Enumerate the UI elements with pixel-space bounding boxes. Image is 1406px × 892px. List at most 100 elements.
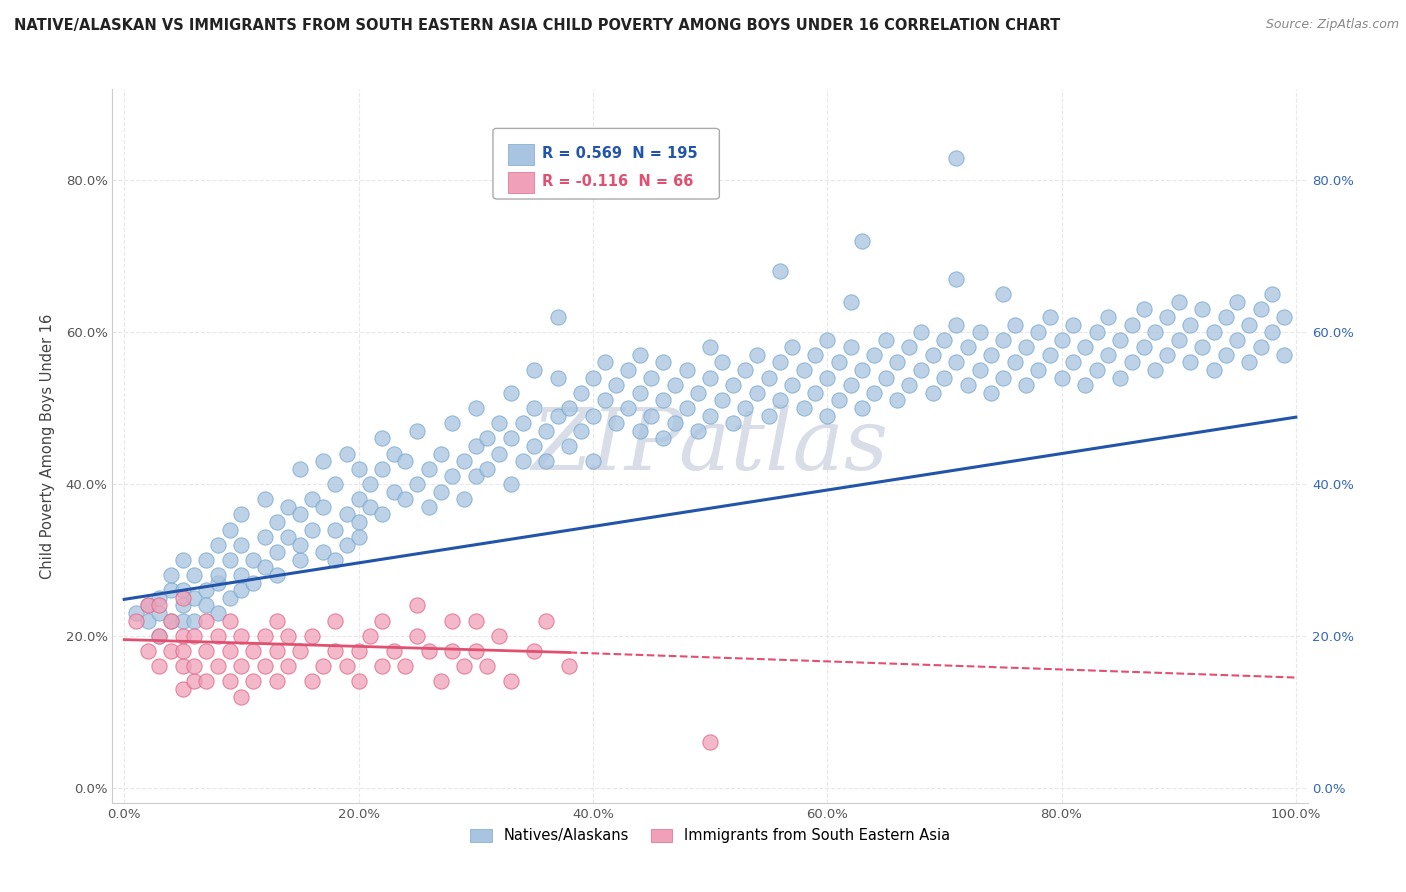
Point	[207, 538, 229, 552]
Point	[828, 355, 851, 369]
Point	[218, 644, 240, 658]
Point	[1074, 378, 1097, 392]
Point	[441, 614, 464, 628]
Point	[1144, 325, 1167, 339]
Point	[288, 553, 311, 567]
Point	[172, 553, 194, 567]
Point	[945, 272, 967, 286]
Point	[464, 439, 486, 453]
Point	[453, 659, 475, 673]
Point	[839, 378, 862, 392]
Point	[769, 355, 792, 369]
Text: R = -0.116  N = 66: R = -0.116 N = 66	[543, 175, 693, 189]
Point	[640, 370, 662, 384]
Point	[488, 416, 510, 430]
Point	[195, 583, 218, 598]
Point	[288, 644, 311, 658]
Point	[1215, 348, 1237, 362]
Point	[534, 454, 557, 468]
Point	[359, 477, 381, 491]
Point	[453, 492, 475, 507]
Point	[253, 629, 276, 643]
Point	[945, 151, 967, 165]
Point	[172, 614, 194, 628]
Point	[312, 500, 335, 514]
Point	[969, 325, 991, 339]
Point	[242, 575, 264, 590]
Point	[815, 409, 838, 423]
Point	[815, 370, 838, 384]
Point	[160, 614, 183, 628]
Point	[1121, 318, 1143, 332]
Point	[839, 340, 862, 354]
Point	[804, 385, 827, 400]
Point	[183, 659, 205, 673]
Point	[136, 644, 159, 658]
Point	[1109, 333, 1132, 347]
Point	[406, 599, 429, 613]
Point	[1226, 333, 1249, 347]
Point	[1004, 355, 1026, 369]
Point	[183, 591, 205, 605]
Point	[710, 355, 733, 369]
Point	[991, 333, 1014, 347]
Point	[1062, 318, 1084, 332]
Point	[605, 378, 627, 392]
Point	[688, 424, 710, 438]
Point	[1050, 333, 1073, 347]
Point	[780, 378, 803, 392]
Point	[1132, 340, 1154, 354]
Point	[582, 370, 605, 384]
Point	[769, 264, 792, 278]
Point	[453, 454, 475, 468]
Point	[886, 355, 908, 369]
Point	[148, 629, 170, 643]
Point	[745, 348, 768, 362]
Point	[547, 310, 569, 324]
Point	[242, 644, 264, 658]
Point	[336, 508, 359, 522]
Point	[336, 659, 359, 673]
Point	[1050, 370, 1073, 384]
Point	[441, 469, 464, 483]
Point	[628, 424, 651, 438]
Point	[1250, 302, 1272, 317]
Point	[160, 644, 183, 658]
Point	[136, 614, 159, 628]
Legend: Natives/Alaskans, Immigrants from South Eastern Asia: Natives/Alaskans, Immigrants from South …	[464, 822, 956, 849]
Point	[207, 659, 229, 673]
Point	[734, 401, 756, 415]
Point	[242, 674, 264, 689]
Point	[734, 363, 756, 377]
Point	[793, 363, 815, 377]
Point	[418, 500, 440, 514]
Point	[488, 629, 510, 643]
Point	[359, 629, 381, 643]
Point	[617, 401, 640, 415]
Point	[207, 629, 229, 643]
Point	[277, 530, 299, 544]
Point	[336, 447, 359, 461]
Point	[418, 644, 440, 658]
Point	[617, 363, 640, 377]
Point	[207, 606, 229, 620]
Point	[1180, 318, 1202, 332]
Point	[148, 599, 170, 613]
Point	[429, 447, 451, 461]
Point	[195, 553, 218, 567]
Point	[675, 363, 697, 377]
Point	[160, 614, 183, 628]
Point	[382, 447, 405, 461]
Point	[347, 530, 370, 544]
Point	[582, 454, 605, 468]
Point	[172, 644, 194, 658]
Point	[1015, 340, 1038, 354]
Point	[1062, 355, 1084, 369]
Point	[160, 568, 183, 582]
Point	[148, 659, 170, 673]
Point	[1215, 310, 1237, 324]
Point	[418, 462, 440, 476]
Point	[266, 545, 288, 559]
Point	[266, 515, 288, 529]
Point	[253, 530, 276, 544]
